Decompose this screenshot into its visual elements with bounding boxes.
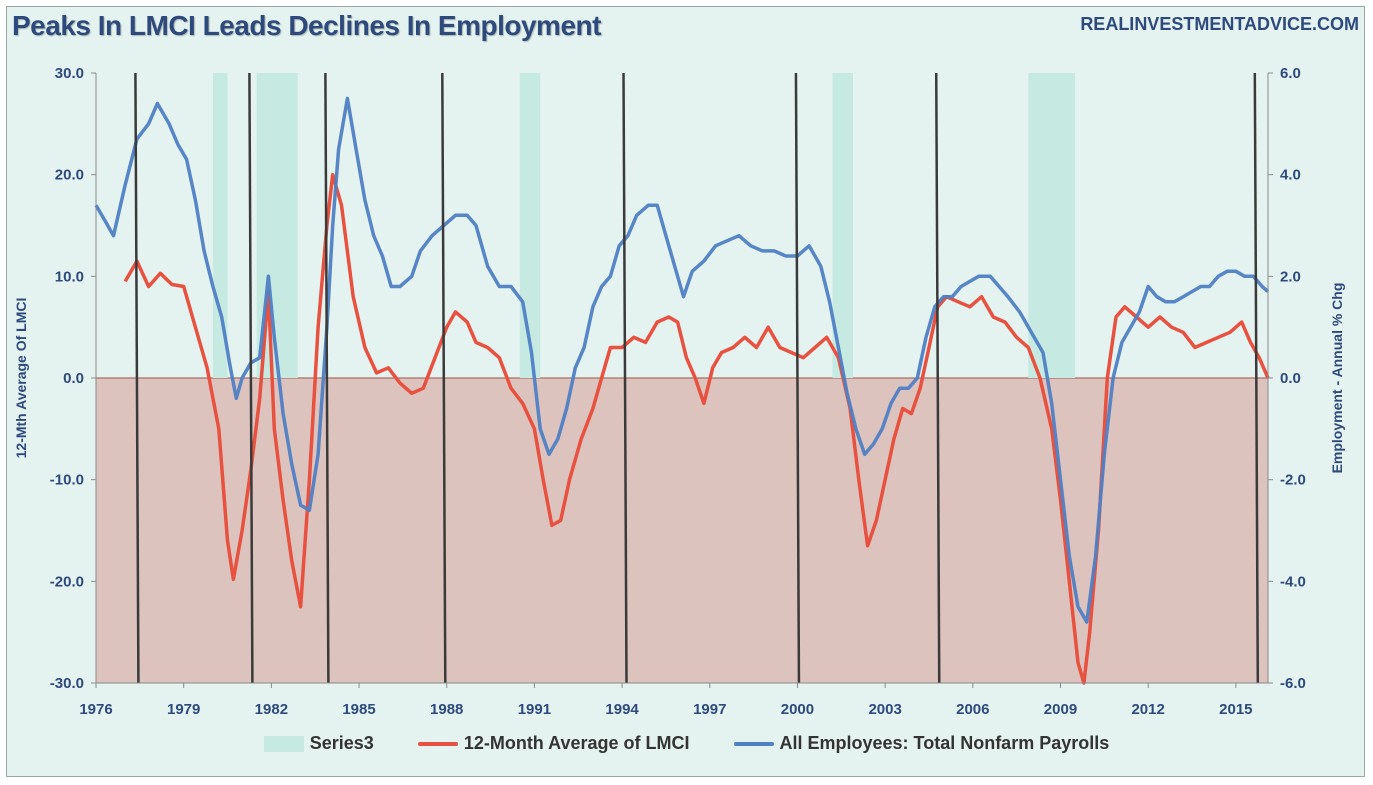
recession-band-3 (832, 73, 853, 378)
legend-item-payrolls: All Employees: Total Nonfarm Payrolls (733, 733, 1110, 754)
y-left-tick-label: -30.0 (50, 675, 84, 692)
y-left-tick-label: 0.0 (63, 370, 84, 387)
x-tick-label: 1991 (518, 701, 551, 718)
y-right-tick-label: 2.0 (1280, 268, 1301, 285)
source-label: REALINVESTMENTADVICE.COM (1080, 14, 1359, 34)
series-layer (94, 72, 1270, 685)
legend: Series3 12-Month Average of LMCI All Emp… (0, 733, 1373, 754)
negative-zone (96, 378, 1268, 683)
y-right-tick-label: -4.0 (1280, 573, 1306, 590)
x-tick-label: 1994 (605, 701, 639, 718)
x-tick-label: 2006 (956, 701, 989, 718)
y-right-tick-label: -6.0 (1280, 675, 1306, 692)
peak-line-4 (622, 72, 628, 684)
recession-layer (212, 73, 1076, 378)
axis-layer: 30.0 20.0 10.0 0.0 -10.0 -20.0 -30.0 6.0 4.0 2.0 0… (13, 65, 1345, 718)
peak-line-0 (134, 72, 140, 684)
y-left-tick-label: 20.0 (55, 167, 84, 184)
peak-line-3 (441, 72, 447, 684)
x-tick-label: 2003 (868, 701, 901, 718)
legend-swatch-lmci (417, 741, 458, 746)
y-left-tick-label: 30.0 (55, 65, 84, 82)
y-left-tick-label: 10.0 (55, 268, 84, 285)
legend-label-series3: Series3 (309, 733, 374, 753)
y-right-tick-label: 6.0 (1280, 65, 1301, 82)
chart-title: Peaks In LMCI Leads Declines In Employme… (12, 10, 601, 41)
legend-item-lmci: 12-Month Average of LMCI (417, 733, 690, 754)
legend-swatch-payrolls (733, 741, 774, 746)
y-right-tick-label: -2.0 (1280, 472, 1306, 489)
legend-label-lmci: 12-Month Average of LMCI (463, 733, 690, 753)
payrolls-line (94, 96, 1270, 624)
legend-item-series3: Series3 (263, 733, 374, 754)
x-tick-label: 2009 (1044, 701, 1077, 718)
y-right-tick-label: 0.0 (1280, 370, 1301, 387)
x-tick-label: 2012 (1131, 701, 1164, 718)
y-left-tick-label: -10.0 (50, 472, 84, 489)
x-tick-label: 1997 (693, 701, 726, 718)
y-left-axis-title: 12-Mth Average Of LMCI (13, 298, 29, 459)
peak-line-6 (934, 72, 941, 684)
peak-line-2 (324, 72, 330, 684)
x-tick-label: 1979 (167, 701, 200, 718)
x-tick-label: 2000 (781, 701, 814, 718)
y-right-axis-title: Employment - Annual % Chg (1329, 283, 1345, 474)
legend-swatch-series3 (263, 735, 304, 752)
lmci-line (123, 172, 1270, 685)
x-tick-label: 2015 (1219, 701, 1252, 718)
peak-line-5 (794, 72, 801, 684)
recession-band-2 (519, 73, 541, 378)
y-right-tick-label: 4.0 (1280, 167, 1301, 184)
y-left-tick-label: -20.0 (50, 573, 84, 590)
legend-label-payrolls: All Employees: Total Nonfarm Payrolls (779, 733, 1110, 753)
x-tick-label: 1976 (79, 701, 112, 718)
x-tick-label: 1982 (255, 701, 288, 718)
x-tick-label: 1985 (342, 701, 375, 718)
peak-line-1 (248, 72, 254, 684)
x-tick-label: 1988 (430, 701, 463, 718)
peak-line-7 (1253, 72, 1260, 684)
recession-band-4 (1028, 73, 1076, 378)
